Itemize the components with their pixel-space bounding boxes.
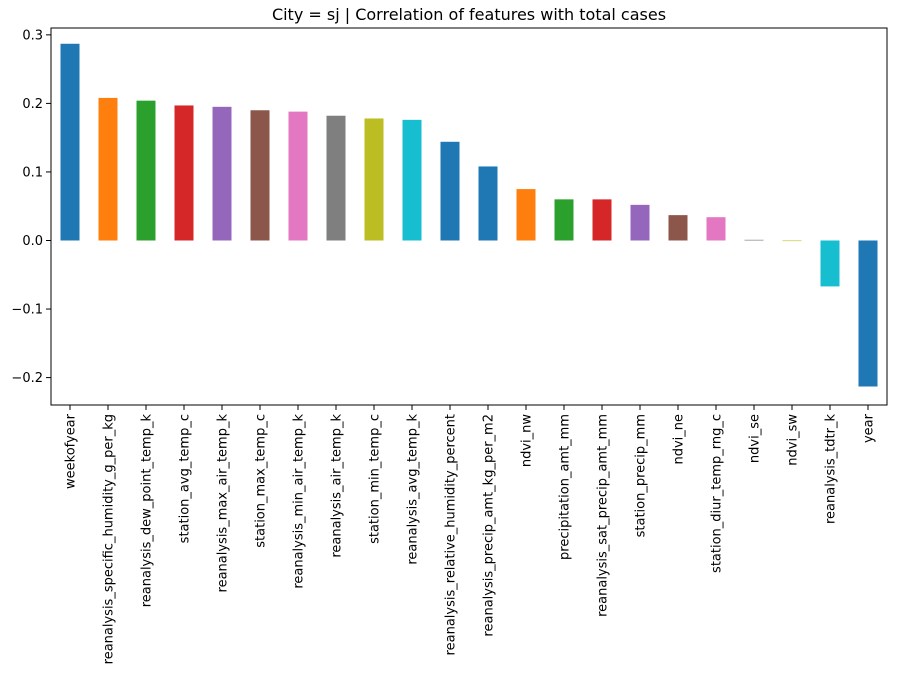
bar-year — [858, 240, 878, 387]
bar-ndvi_sw — [782, 240, 802, 242]
x-tick-label: reanalysis_air_temp_k — [330, 414, 345, 558]
bar-station_diur_temp_rng_c — [706, 217, 726, 241]
x-tick-label: reanalysis_dew_point_temp_k — [140, 414, 155, 608]
bar-reanalysis_air_temp_k — [326, 115, 346, 241]
x-tick-label: reanalysis_tdtr_k — [824, 414, 839, 524]
x-tick-label: reanalysis_min_air_temp_k — [292, 414, 307, 589]
x-axis: weekofyear reanalysis_specific_humidity_g… — [64, 405, 877, 664]
x-tick-label: ndvi_se — [748, 414, 763, 463]
bars-group — [60, 43, 878, 387]
bar-reanalysis_tdtr_k — [820, 240, 840, 287]
x-tick-label: station_precip_mm — [634, 414, 649, 537]
bar-ndvi_nw — [516, 189, 536, 241]
bar-reanalysis_sat_precip_amt_mm — [592, 199, 612, 241]
bar-ndvi_se — [744, 239, 764, 241]
x-tick-label: ndvi_nw — [520, 414, 535, 468]
bar-station_avg_temp_c — [174, 105, 194, 241]
bar-reanalysis_specific_humidity_g_per_kg — [98, 97, 118, 241]
x-tick-label: reanalysis_relative_humidity_percent — [444, 414, 459, 655]
x-tick-label: ndvi_ne — [672, 414, 687, 465]
x-tick-label: ndvi_sw — [786, 414, 801, 466]
bar-reanalysis_min_air_temp_k — [288, 111, 308, 241]
bar-reanalysis_max_air_temp_k — [212, 106, 232, 241]
y-tick-label: 0.1 — [22, 165, 43, 180]
plot-frame — [50, 27, 888, 406]
x-tick-label: station_max_temp_c — [254, 414, 269, 548]
x-tick-label: reanalysis_avg_temp_k — [406, 414, 421, 565]
bar-station_min_temp_c — [364, 118, 384, 241]
x-tick-label: reanalysis_precip_amt_kg_per_m2 — [482, 414, 497, 637]
x-tick-label: station_diur_temp_rng_c — [710, 414, 725, 573]
y-tick-label: 0.2 — [22, 97, 43, 112]
y-tick-label: 0.3 — [22, 28, 43, 43]
bar-reanalysis_relative_humidity_percent — [440, 141, 460, 241]
y-tick-label: 0.0 — [22, 234, 43, 249]
chart-title: City = sj | Correlation of features with… — [272, 5, 666, 24]
bar-precipitation_amt_mm — [554, 199, 574, 241]
bar-station_max_temp_c — [250, 110, 270, 241]
y-tick-label: −0.2 — [11, 371, 43, 386]
x-tick-label: reanalysis_max_air_temp_k — [216, 414, 231, 593]
x-tick-label: station_avg_temp_c — [178, 414, 193, 543]
x-tick-label: weekofyear — [64, 413, 79, 489]
bar-ndvi_ne — [668, 215, 688, 241]
bar-station_precip_mm — [630, 204, 650, 241]
bar-weekofyear — [60, 43, 80, 241]
y-tick-label: −0.1 — [11, 303, 43, 318]
x-tick-label: station_min_temp_c — [368, 414, 383, 544]
x-tick-label: precipitation_amt_mm — [558, 414, 573, 560]
bar-reanalysis_dew_point_temp_k — [136, 100, 156, 241]
bar-reanalysis_avg_temp_k — [402, 119, 422, 241]
x-tick-label: reanalysis_sat_precip_amt_mm — [596, 414, 611, 617]
x-tick-label: reanalysis_specific_humidity_g_per_kg — [102, 414, 117, 664]
y-axis: 0.3 0.2 0.1 0.0 −0.1 −0.2 — [11, 28, 51, 386]
bar-reanalysis_precip_amt_kg_per_m2 — [478, 166, 498, 241]
x-tick-label: year — [862, 413, 877, 443]
